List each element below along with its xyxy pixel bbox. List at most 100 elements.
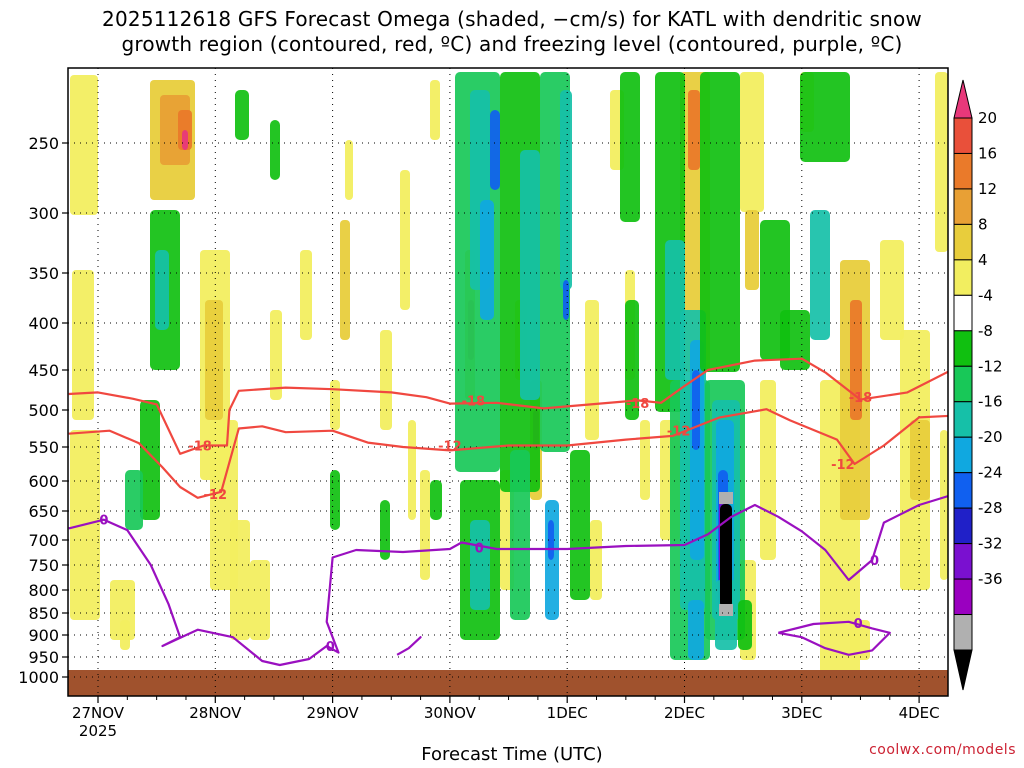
omega-shade-patch bbox=[205, 300, 223, 420]
dendritic-contour-label: -18 bbox=[626, 397, 650, 412]
omega-shade-patch bbox=[235, 90, 249, 140]
omega-shade-patch bbox=[935, 72, 948, 252]
y-tick-label: 800 bbox=[28, 581, 59, 600]
omega-shade-patch bbox=[380, 500, 390, 560]
omega-shade-patch bbox=[625, 300, 639, 420]
dendritic-contour-label: -18 bbox=[849, 391, 873, 406]
omega-shade-patch bbox=[850, 620, 870, 660]
y-tick-label: 900 bbox=[28, 626, 59, 645]
omega-shade-patch bbox=[545, 500, 559, 620]
omega-shade-patch bbox=[480, 200, 494, 320]
colorbar-swatch bbox=[953, 614, 973, 651]
chart-title-line-2: growth region (contoured, red, ºC) and f… bbox=[121, 32, 903, 56]
colorbar-swatch bbox=[953, 543, 973, 580]
contour-layer: -18 -18 -18 -18 -12 -12 -12 -12 0 0 0 0 0 bbox=[68, 357, 948, 667]
omega-shade-patch bbox=[250, 560, 270, 640]
x-axis-title: Forecast Time (UTC) bbox=[421, 744, 603, 765]
y-tick-label: 650 bbox=[28, 502, 59, 521]
colorbar-label: -24 bbox=[978, 464, 1003, 482]
colorbar-label: -8 bbox=[978, 322, 993, 340]
omega-shade-patch bbox=[380, 330, 392, 430]
dendritic-contour-label: -18 bbox=[462, 394, 486, 409]
omega-shade-patch bbox=[345, 140, 353, 200]
omega-shade-patch bbox=[688, 600, 704, 660]
omega-shade-patch bbox=[800, 72, 850, 162]
x-tick-sublabel: 2025 bbox=[79, 722, 117, 740]
colorbar-label: -12 bbox=[978, 357, 1003, 375]
omega-shade-patch bbox=[230, 520, 250, 640]
freezing-contour-label: 0 bbox=[326, 640, 335, 655]
omega-shade-patch bbox=[940, 430, 948, 580]
dendritic-contour-label: -12 bbox=[204, 488, 228, 503]
omega-shade-patch bbox=[520, 150, 540, 400]
y-tick-label: 450 bbox=[28, 361, 59, 380]
omega-shade-patch bbox=[420, 470, 430, 580]
colorbar-swatch bbox=[953, 472, 973, 509]
freezing-contour-label: 0 bbox=[475, 542, 484, 557]
colorbar-label: -28 bbox=[978, 499, 1003, 517]
y-tick-label: 950 bbox=[28, 648, 59, 667]
y-tick-label: 1000 bbox=[18, 668, 59, 687]
colorbar-bottom-arrow bbox=[953, 649, 973, 691]
colorbar-swatch bbox=[953, 117, 973, 154]
dendritic-contour-label: -12 bbox=[667, 425, 691, 440]
omega-shade-patch bbox=[745, 210, 759, 290]
x-tick-label: 29NOV bbox=[307, 704, 360, 722]
dendritic-contour-label: -12 bbox=[831, 458, 855, 473]
omega-shade-patch bbox=[408, 420, 416, 520]
omega-shade-patch bbox=[125, 470, 143, 530]
omega-shade-patch bbox=[70, 75, 98, 215]
y-tick-label: 500 bbox=[28, 401, 59, 420]
freezing-contour-line bbox=[778, 620, 891, 656]
colorbar-label: 12 bbox=[978, 180, 997, 198]
y-tick-label: 550 bbox=[28, 438, 59, 457]
omega-shade-patch bbox=[760, 380, 776, 560]
omega-shade-patch bbox=[719, 492, 733, 504]
plot-frame bbox=[67, 67, 949, 697]
omega-shade-patch bbox=[720, 504, 732, 608]
dendritic-contour-line bbox=[68, 357, 948, 455]
dendritic-contour-line bbox=[68, 408, 948, 499]
y-tick-label: 850 bbox=[28, 604, 59, 623]
colorbar: 20 16 12 8 4 -4 -8 -12 -16 -20 -24 -28 -32 -36 bbox=[953, 79, 1003, 691]
colorbar-label: 16 bbox=[978, 144, 997, 162]
omega-shade-patch bbox=[880, 240, 904, 340]
y-axis: 250 300 350 400 450 500 550 600 650 700 750 800 850 9… bbox=[18, 134, 68, 687]
omega-shade-patch bbox=[470, 520, 490, 610]
colorbar-swatch bbox=[953, 365, 973, 403]
omega-shade-patch bbox=[72, 270, 94, 420]
colorbar-swatch bbox=[953, 188, 973, 225]
y-tick-label: 350 bbox=[28, 264, 59, 283]
omega-shade-patch bbox=[560, 90, 572, 290]
omega-shade-patch bbox=[270, 310, 282, 400]
x-tick-label: 1DEC bbox=[547, 704, 588, 722]
omega-shade-patch bbox=[640, 420, 650, 500]
colorbar-label: 4 bbox=[978, 251, 988, 269]
freezing-contour-label: 0 bbox=[854, 617, 863, 632]
omega-shade-patch bbox=[430, 480, 442, 520]
y-tick-label: 300 bbox=[28, 204, 59, 223]
colorbar-swatch bbox=[953, 152, 973, 190]
colorbar-swatch bbox=[953, 294, 973, 332]
omega-shade-patch bbox=[120, 620, 130, 650]
colorbar-label: 8 bbox=[978, 215, 988, 233]
omega-shade-patch bbox=[182, 130, 188, 150]
y-tick-label: 750 bbox=[28, 556, 59, 575]
freezing-contour-label: 0 bbox=[870, 554, 879, 569]
dendritic-contour-label: -18 bbox=[188, 440, 212, 455]
colorbar-swatch bbox=[953, 401, 973, 438]
omega-shade-patch bbox=[738, 600, 752, 650]
omega-shade-patch bbox=[490, 110, 500, 190]
colorbar-label: -32 bbox=[978, 535, 1003, 553]
omega-shade-patch bbox=[430, 80, 440, 140]
x-tick-label: 2DEC bbox=[664, 704, 705, 722]
colorbar-swatch bbox=[953, 436, 973, 474]
colorbar-label: -4 bbox=[978, 286, 993, 304]
omega-shade-patch bbox=[300, 250, 312, 340]
dendritic-contour-label: -12 bbox=[438, 440, 462, 455]
colorbar-label: -16 bbox=[978, 393, 1003, 411]
colorbar-label: -36 bbox=[978, 570, 1003, 588]
omega-shade-patch bbox=[140, 400, 160, 520]
